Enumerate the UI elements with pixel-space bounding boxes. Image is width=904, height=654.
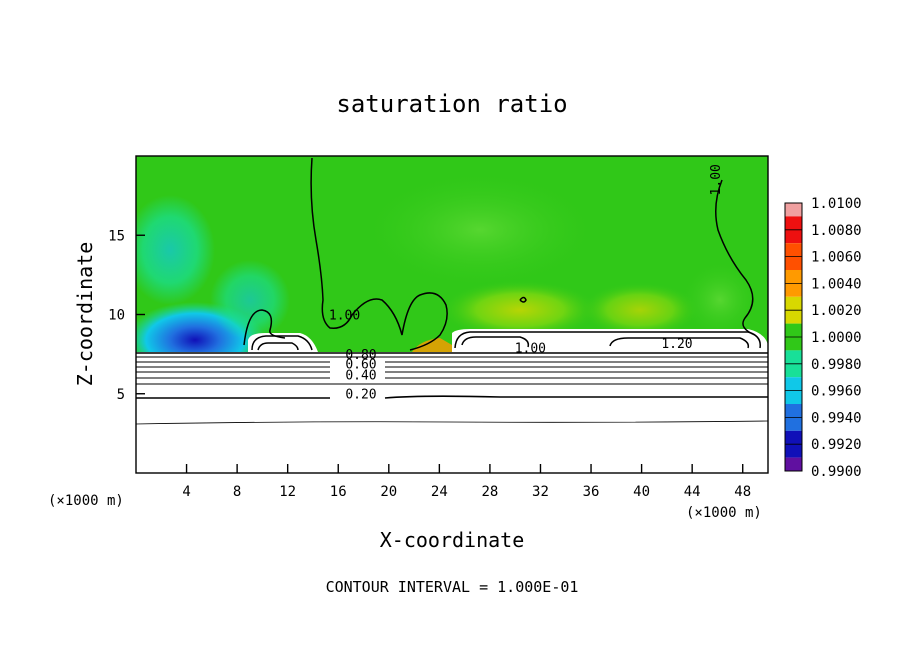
cyan-region [136,195,215,305]
x-tick-label: 4 [182,484,190,500]
contour-label: 1.00 [515,342,546,357]
contour-cloud-right-inner2 [609,337,750,349]
chart-title: saturation ratio [336,90,567,118]
colorbar-label: 0.9960 [811,384,862,400]
x-axis-ticks: 4 8 12 16 20 24 28 32 36 40 44 48 [182,464,751,500]
contour-label: 0.40 [345,368,376,383]
contour-cloud-left [251,335,313,351]
contour-cloud-right-inner [461,336,530,348]
contour-labels: 1.00 1.00 1.00 1.20 0.800.600.40 0.20 [329,164,724,402]
colorbar-swatch [785,457,802,471]
colorbar-label: 0.9980 [811,357,862,373]
contour-cloud-right [454,331,761,349]
cloud-right [452,329,768,352]
contour-label: 1.20 [661,337,692,352]
plot-area [136,156,768,473]
cyan-region-2 [210,260,290,340]
colorbar-label: 1.0020 [811,303,862,319]
colorbar-label: 1.0100 [811,196,862,212]
colorbar-swatch [785,203,802,217]
contour-label: 0.60 [345,357,376,372]
y-tick-label: 15 [108,228,125,244]
x-tick-label: 48 [734,484,751,500]
contour-100-main [310,157,448,351]
contour-100-right [715,179,756,336]
contour-interval-note: CONTOUR INTERVAL = 1.000E-01 [326,578,579,596]
contour-label: 0.80 [345,348,376,363]
cloud-edge-red [412,338,452,352]
contour-label: 0.20 [345,388,376,403]
contour-label: 1.00 [709,164,724,195]
colorbar-label: 1.0080 [811,223,862,239]
yellow-region [440,280,600,340]
y-axis-ticks: 5 10 15 [108,228,145,403]
colorbar-label: 1.0000 [811,330,862,346]
contour-100-left [243,309,286,346]
y-axis-label: Z-coordinate [73,242,97,387]
contour-isoline-8 [136,395,768,399]
x-tick-label: 20 [380,484,397,500]
colorbar-label: 1.0040 [811,276,862,292]
contour-lines [136,157,768,425]
x-tick-label: 44 [684,484,701,500]
x-tick-label: 8 [233,484,241,500]
x-tick-label: 28 [481,484,498,500]
x-unit-left: (×1000 m) [48,493,124,509]
lime-region-2 [680,260,760,340]
contour-small-loop [519,296,527,303]
colorbar-label: 1.0060 [811,250,862,266]
y-tick-label: 10 [108,308,125,324]
x-tick-label: 24 [431,484,448,500]
x-tick-label: 32 [532,484,549,500]
x-tick-label: 12 [279,484,296,500]
colorbar: 1.0100 1.0080 1.0060 1.0040 1.0020 1.0000 0.99… [784,196,862,480]
contour-isoline-9 [136,420,768,425]
colorbar-label: 0.9940 [811,410,862,426]
lower-field [136,352,768,473]
x-unit-right: (×1000 m) [686,505,762,521]
colorbar-label: 0.9920 [811,437,862,453]
lime-region [360,170,600,290]
yellow-region-2 [580,282,700,338]
y-tick-label: 5 [117,387,125,403]
x-tick-label: 36 [583,484,600,500]
colorbar-label: 0.9900 [811,464,862,480]
x-axis-label: X-coordinate [380,528,525,552]
x-tick-label: 40 [633,484,650,500]
contour-cloud-inner [257,342,299,351]
x-tick-label: 16 [330,484,347,500]
contour-label: 1.00 [329,308,360,323]
